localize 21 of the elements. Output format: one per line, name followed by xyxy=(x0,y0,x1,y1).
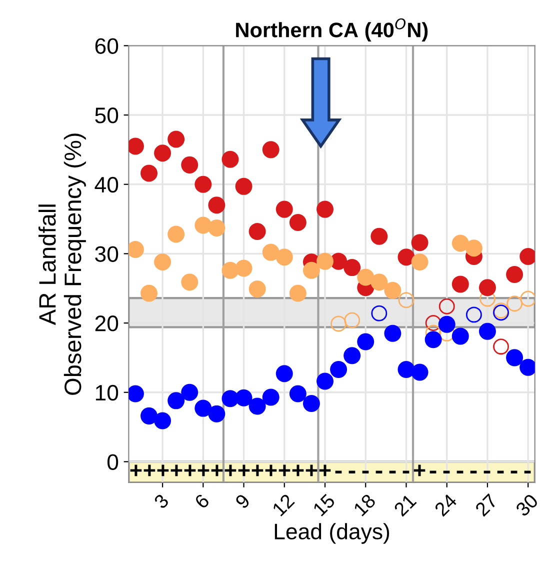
x-tick-label: 30 xyxy=(514,493,539,518)
x-tick-label: 27 xyxy=(474,493,498,517)
x-tick-label: 6 xyxy=(194,493,210,510)
y-tick-label: 40 xyxy=(94,176,118,193)
x-tick-label: 12 xyxy=(272,493,295,516)
x-tick-label: 24 xyxy=(434,492,458,517)
y-tick-label: 30 xyxy=(95,246,118,262)
y-tick-label: 0 xyxy=(107,454,118,470)
y-axis-title: AR Landfall Observed Frequency (%) xyxy=(38,134,86,395)
x-tick-label: 15 xyxy=(312,493,336,517)
y-tick-label: 60 xyxy=(95,38,118,54)
x-tick-label: 18 xyxy=(352,493,376,517)
x-tick-label: 3 xyxy=(153,493,170,510)
y-tick-label: 10 xyxy=(96,384,118,401)
x-tick-label: 21 xyxy=(393,493,417,517)
annotation: +++++++++++++++------+-------- xyxy=(130,464,531,476)
x-tick-label: 9 xyxy=(234,493,251,510)
y-tick-label: 20 xyxy=(95,316,118,332)
chart-title: Northern CA (40$^{O}$N) xyxy=(236,18,428,42)
x-axis-title: Lead (days) xyxy=(274,523,390,544)
y-tick-label: 50 xyxy=(95,108,118,124)
